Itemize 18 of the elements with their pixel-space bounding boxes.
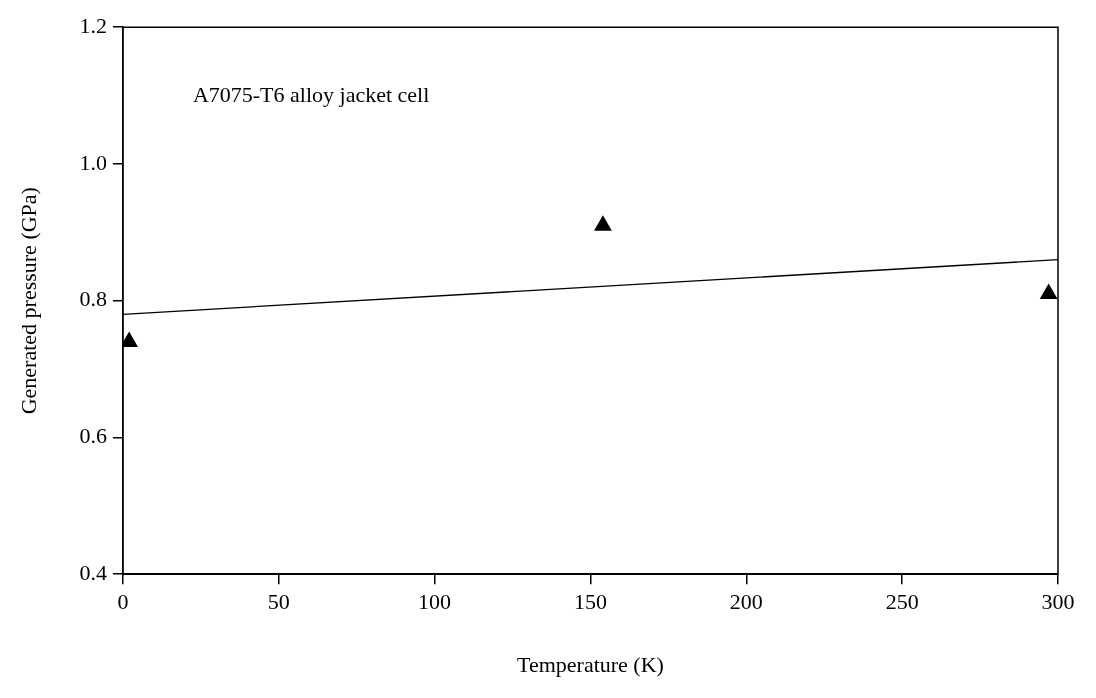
y-tick-label: 0.6 — [79, 423, 107, 449]
point — [1040, 284, 1058, 300]
y-axis-title: Generated pressure (GPa) — [15, 187, 41, 415]
x-tick-label: 150 — [573, 589, 607, 615]
x-tick-label: 0 — [117, 589, 129, 615]
x-tick-label: 100 — [418, 589, 452, 615]
annotation: A7075-T6 alloy jacket cell — [192, 81, 430, 107]
point — [594, 215, 612, 231]
x-tick-label: 50 — [267, 589, 290, 615]
x-tick-label: 250 — [885, 589, 919, 615]
y-tick-label: 0.4 — [79, 559, 107, 585]
y-tick-label: 1.0 — [79, 149, 107, 175]
x-tick-label: 300 — [1041, 589, 1075, 615]
x-axis-title: Temperature (K) — [517, 651, 664, 677]
y-tick-label: 1.2 — [79, 12, 107, 38]
y-tick-label: 0.8 — [79, 286, 107, 312]
x-tick-label: 200 — [729, 589, 763, 615]
point — [122, 332, 138, 347]
